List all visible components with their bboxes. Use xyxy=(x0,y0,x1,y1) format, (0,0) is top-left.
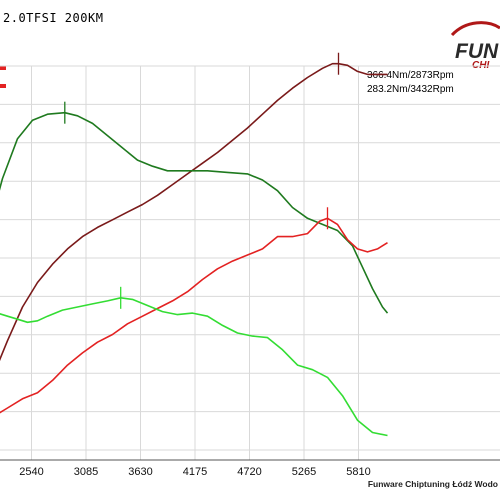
x-tick-label: 4720 xyxy=(237,466,261,478)
footer-credit: Funware Chiptuning Łódź Wodo xyxy=(368,479,498,489)
series-line-2 xyxy=(0,111,389,314)
chart-title: 2.0TFSI 200KM xyxy=(3,11,103,25)
chart-peak-markers xyxy=(64,52,340,309)
x-tick-label: 5265 xyxy=(292,466,316,478)
annotation-tuned-peak: 283.2Nm/3432Rpm xyxy=(367,84,454,95)
chart-series xyxy=(0,62,389,437)
brand-logo: FUN CHI xyxy=(450,21,500,71)
annotation-stock-peak: 366.4Nm/2873Rpm xyxy=(367,70,454,81)
series-line-3 xyxy=(0,217,388,414)
series-line-1 xyxy=(0,62,388,362)
legend-swatch-red xyxy=(0,66,6,70)
x-tick-label: 4175 xyxy=(183,466,207,478)
x-tick-label: 5810 xyxy=(346,466,370,478)
x-tick-label: 3085 xyxy=(74,466,98,478)
x-tick-label: 2540 xyxy=(19,466,43,478)
x-axis-tick-labels: 2540 3085 3630 4175 4720 5265 5810 xyxy=(19,466,370,478)
logo-swoosh xyxy=(450,21,500,37)
legend-swatch-red-2 xyxy=(0,84,6,88)
x-tick-label: 3630 xyxy=(128,466,152,478)
series-line-4 xyxy=(0,297,388,437)
logo-word-top: FUN xyxy=(455,40,499,63)
